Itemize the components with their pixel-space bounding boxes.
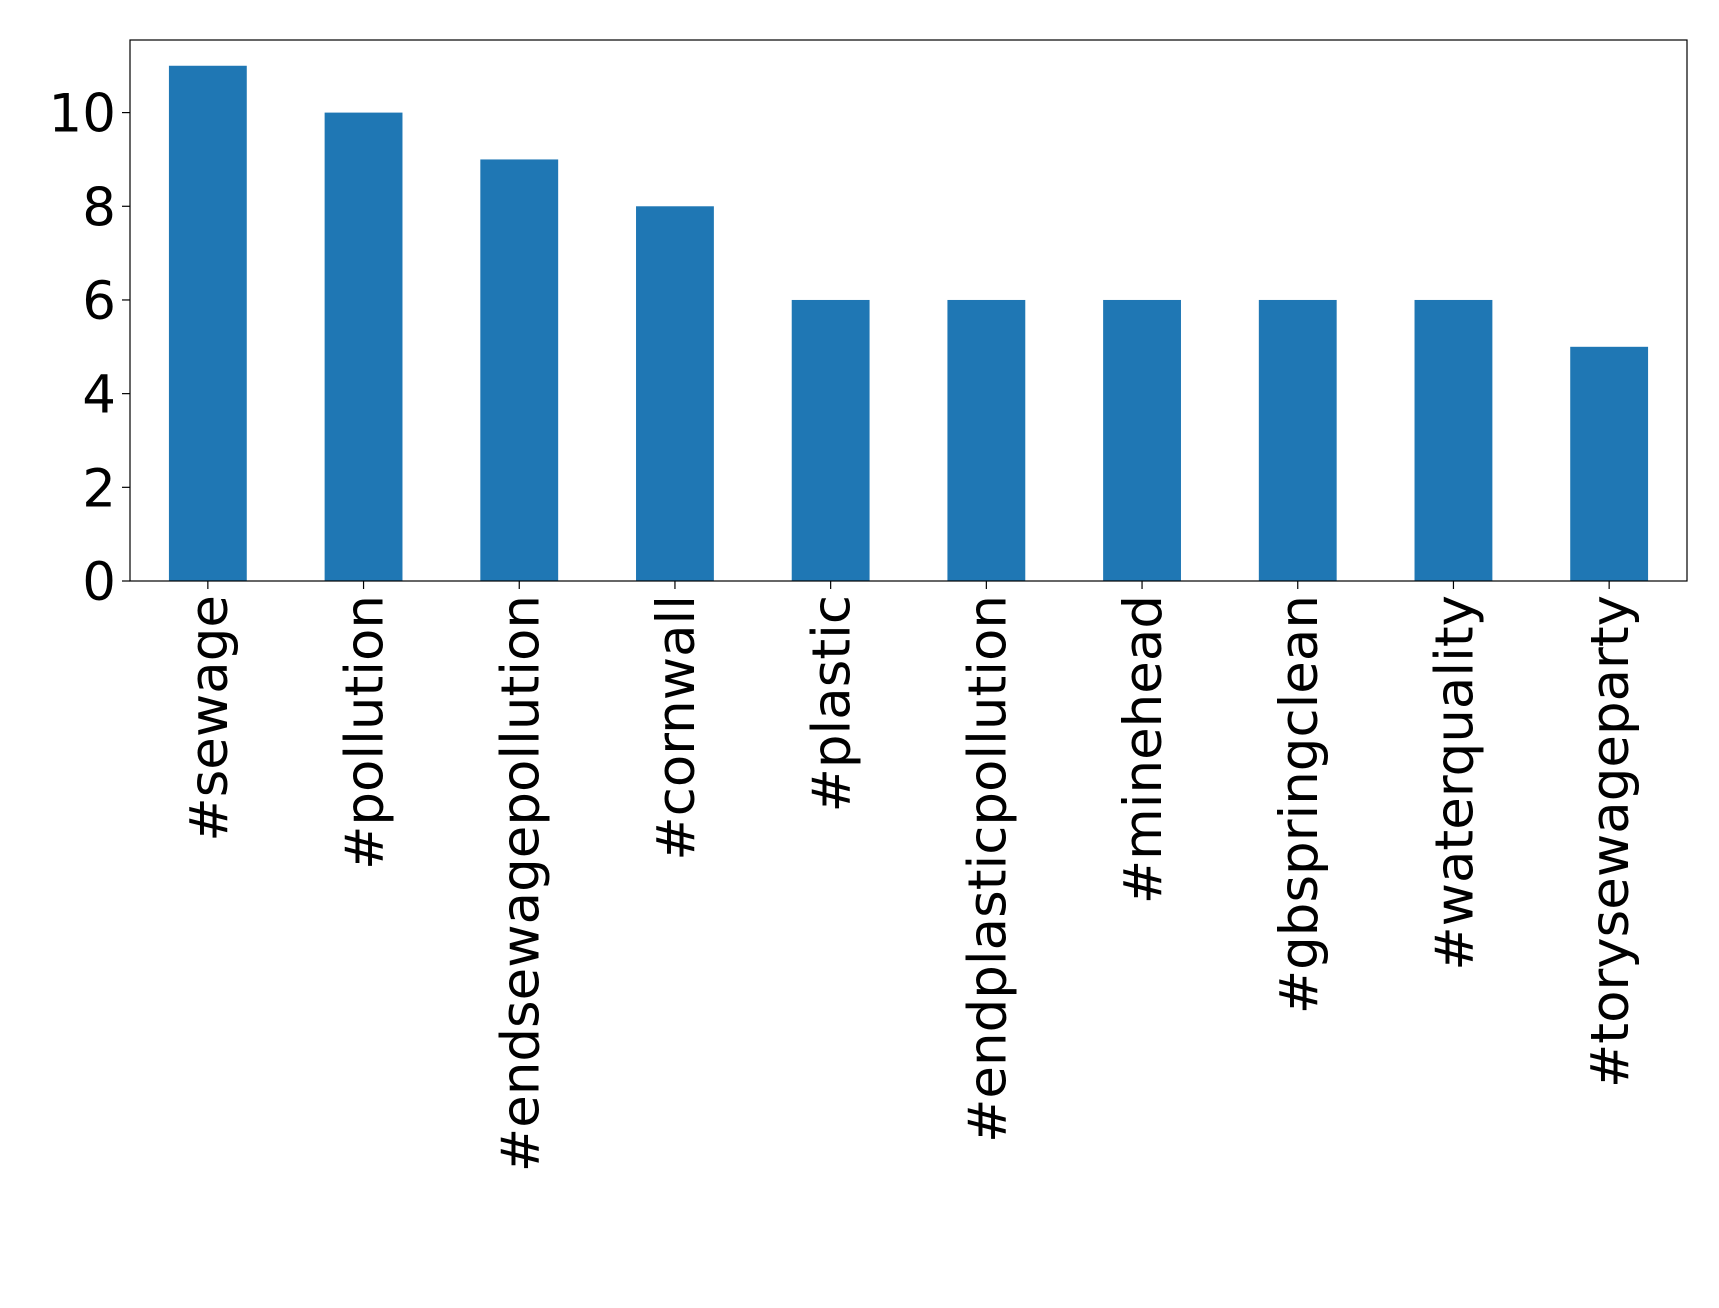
- bar: [791, 299, 870, 581]
- x-tick-label: #gbspringclean: [1269, 595, 1330, 1014]
- x-tick-label: #pollution: [335, 595, 396, 870]
- x-tick-label: #plastic: [802, 595, 863, 813]
- y-tick-label: 10: [49, 84, 116, 145]
- bar: [168, 65, 247, 581]
- bar: [1103, 299, 1181, 581]
- x-tick-label: #endplasticpollution: [957, 595, 1018, 1143]
- bar: [1258, 299, 1337, 581]
- x-tick-label: #sewage: [179, 595, 240, 842]
- y-tick-label: 4: [82, 365, 116, 426]
- y-tick-label: 0: [82, 552, 116, 613]
- y-tick-label: 8: [82, 177, 116, 238]
- bar: [480, 159, 559, 581]
- y-tick-label: 6: [82, 271, 116, 332]
- x-tick-label: #endsewagepollution: [490, 595, 551, 1172]
- bar: [1570, 346, 1649, 581]
- x-tick-label: #minehead: [1113, 595, 1174, 904]
- bar: [324, 112, 403, 581]
- x-tick-label: #waterquality: [1424, 595, 1485, 971]
- x-tick-label: #torysewageparty: [1580, 595, 1641, 1088]
- plot-frame: [129, 39, 1688, 582]
- y-tick-label: 2: [82, 458, 116, 519]
- bar: [1414, 299, 1493, 581]
- bar: [947, 299, 1026, 581]
- x-tick-label: #cornwall: [646, 595, 707, 861]
- bar: [636, 206, 714, 582]
